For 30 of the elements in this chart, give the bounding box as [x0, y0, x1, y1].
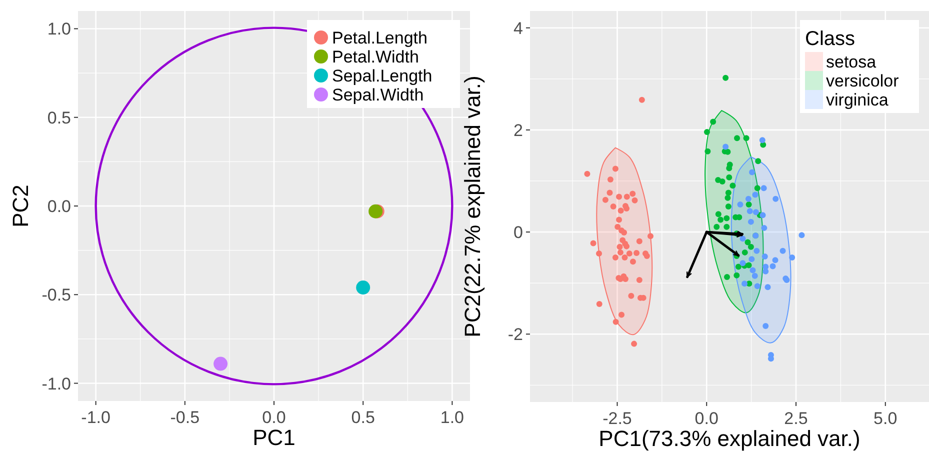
- y-tick-label: -0.5: [42, 286, 71, 305]
- legend-label: virginica: [826, 90, 889, 110]
- x-tick-label: 1.0: [440, 408, 464, 427]
- legend-label: setosa: [826, 52, 877, 72]
- x-tick-label: 0.0: [262, 408, 286, 427]
- y-tick-label: -1.0: [42, 374, 71, 394]
- y-tick-label: 4: [514, 18, 523, 38]
- x-tick-label: 5.0: [874, 409, 898, 428]
- legend-label: versicolor: [826, 72, 900, 90]
- x-axis-title: PC1(73.3% explained var.): [598, 426, 860, 451]
- x-tick-label: 2.5: [784, 409, 808, 428]
- x-tick-label: -1.0: [81, 408, 110, 427]
- legend-label: Petal.Width: [332, 48, 419, 66]
- x-tick-label: -2.5: [602, 409, 632, 428]
- x-axis-title: PC1: [252, 425, 296, 450]
- y-axis-title: PC2(22.7% explained var.): [460, 76, 485, 338]
- y-axis-title: PC2: [8, 184, 33, 228]
- y-tick-label: 2: [514, 120, 523, 140]
- legend-label: Sepal.Width: [332, 86, 424, 104]
- x-tick-label: -0.5: [170, 408, 200, 427]
- legend-title: Class: [805, 28, 856, 50]
- legend-label: Petal.Length: [332, 28, 428, 48]
- y-tick-label: -2: [508, 325, 523, 344]
- y-tick-label: 0: [514, 223, 523, 242]
- y-tick-label: 1.0: [47, 20, 71, 39]
- legend-label: Sepal.Length: [332, 66, 432, 86]
- y-tick-label: 0.5: [47, 108, 71, 128]
- y-tick-label: 0.0: [47, 197, 71, 216]
- x-tick-label: 0.0: [694, 409, 718, 428]
- x-tick-label: 0.5: [351, 408, 375, 427]
